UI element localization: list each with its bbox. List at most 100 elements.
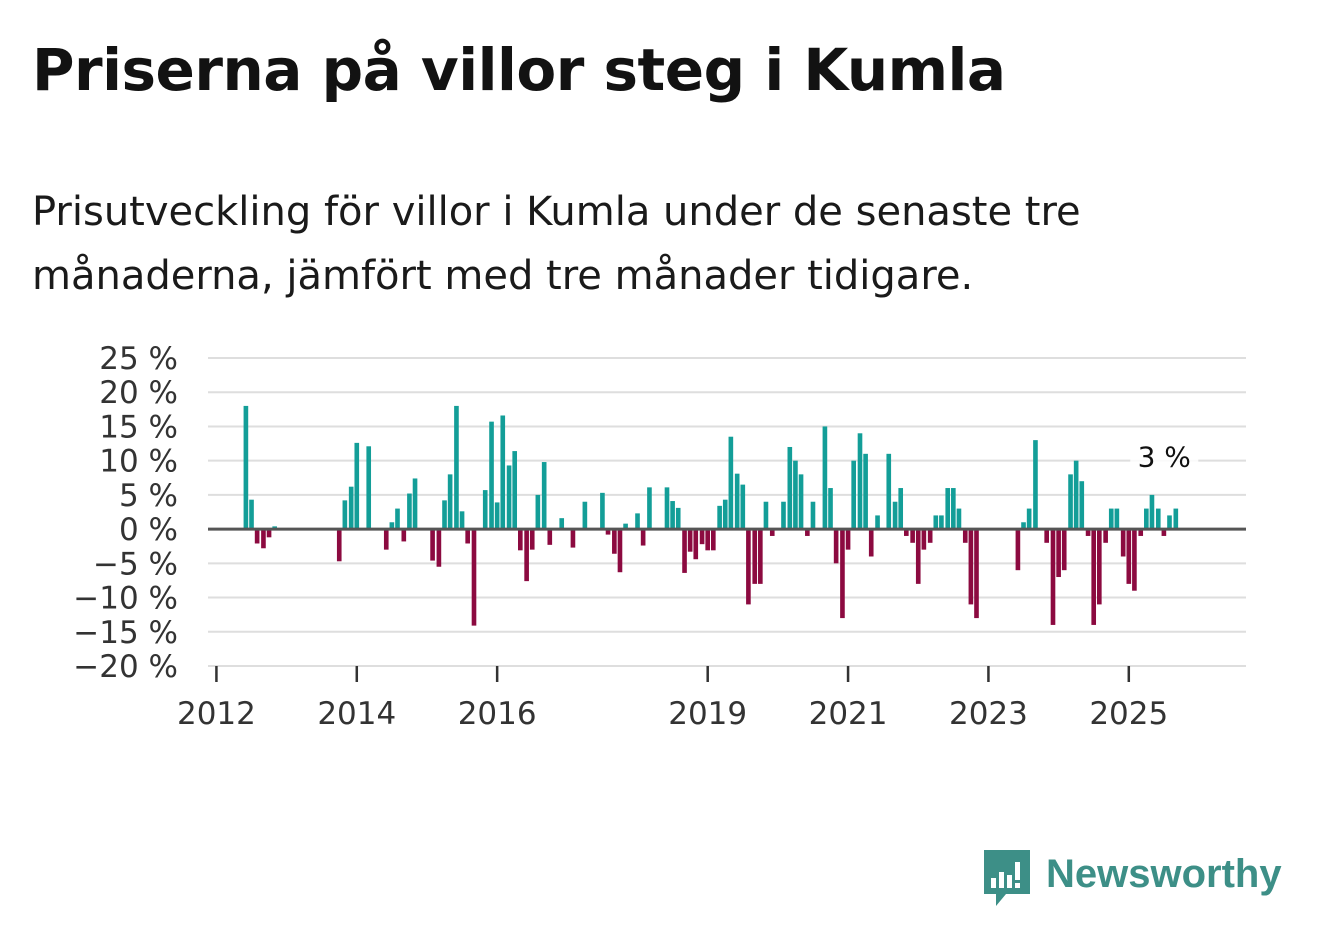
- bar: [868, 529, 874, 557]
- data-label: 3 %: [1138, 441, 1191, 474]
- newsworthy-logo: Newsworthy: [982, 848, 1302, 912]
- bar: [518, 529, 523, 551]
- bar: [734, 473, 740, 530]
- bar: [494, 502, 500, 530]
- bar: [1120, 529, 1126, 557]
- bar: [1149, 494, 1155, 530]
- bar: [500, 415, 506, 530]
- bar: [1144, 508, 1149, 530]
- bar: [769, 529, 775, 536]
- bar: [863, 453, 868, 530]
- bar: [951, 488, 956, 530]
- bar: [436, 529, 442, 567]
- bar: [1155, 508, 1161, 530]
- bar: [383, 529, 389, 550]
- bar: [915, 529, 921, 584]
- bar: [529, 529, 535, 550]
- bar: [512, 451, 518, 530]
- bar: [254, 529, 260, 544]
- bar: [833, 529, 839, 564]
- bar: [1033, 440, 1038, 530]
- bar: [787, 446, 793, 530]
- chart-title: Priserna på villor steg i Kumla: [32, 36, 1006, 104]
- bar: [857, 433, 863, 530]
- bar: [447, 474, 453, 530]
- y-tick-label: −20 %: [73, 649, 178, 685]
- bar: [722, 499, 728, 530]
- bar: [699, 529, 705, 545]
- chart-subtitle: Prisutveckling för villor i Kumla under …: [32, 189, 1081, 299]
- bar: [933, 515, 939, 530]
- y-tick-label: 20 %: [99, 375, 178, 411]
- bar: [600, 492, 605, 530]
- bar: [1132, 529, 1137, 591]
- bar: [623, 523, 628, 530]
- bar: [582, 501, 588, 530]
- bar: [687, 529, 693, 552]
- bar: [489, 421, 494, 530]
- bar: [682, 529, 687, 573]
- bar: [612, 529, 617, 554]
- bar: [1091, 529, 1097, 625]
- bar: [1026, 508, 1032, 530]
- bar: [1085, 529, 1091, 536]
- bar: [541, 462, 547, 530]
- bar: [904, 529, 909, 536]
- bar: [956, 508, 962, 530]
- bar: [442, 500, 447, 530]
- bar: [781, 501, 786, 530]
- x-tick-label: 2019: [668, 696, 747, 732]
- bar: [1161, 529, 1167, 536]
- bar: [927, 529, 933, 543]
- y-tick-label: 25 %: [99, 341, 178, 377]
- bar: [910, 529, 915, 543]
- bar: [1097, 529, 1102, 605]
- bar: [354, 442, 360, 530]
- bar: [412, 478, 418, 530]
- bar: [535, 494, 541, 530]
- bar: [407, 493, 412, 530]
- bar: [635, 513, 640, 530]
- x-tick-label: 2016: [458, 696, 537, 732]
- bar: [763, 501, 769, 530]
- x-tick-label: 2025: [1089, 696, 1168, 732]
- bar: [728, 436, 734, 530]
- bar: [711, 529, 716, 551]
- bar: [243, 405, 249, 530]
- bar: [401, 529, 407, 542]
- bar: [647, 487, 652, 530]
- y-tick-label: 0 %: [119, 512, 178, 548]
- bar: [705, 529, 711, 551]
- bar: [605, 529, 611, 535]
- bar: [395, 508, 400, 530]
- bar: [482, 490, 488, 530]
- bar: [1073, 460, 1079, 530]
- bar: [465, 529, 470, 544]
- bar: [454, 405, 459, 530]
- bar: [506, 465, 512, 530]
- x-tick-label: 2014: [317, 696, 396, 732]
- bar: [968, 529, 974, 605]
- bar: [875, 515, 880, 530]
- bar: [547, 529, 553, 545]
- bar: [921, 529, 927, 550]
- bar: [840, 529, 845, 619]
- brand-name: Newsworthy: [1046, 852, 1282, 896]
- bar: [693, 529, 699, 560]
- bar: [828, 488, 833, 530]
- bar: [459, 511, 465, 530]
- bar: [810, 501, 816, 530]
- bar: [348, 486, 354, 530]
- bar: [336, 529, 342, 562]
- y-tick-label: 10 %: [99, 444, 178, 480]
- bar: [822, 426, 828, 530]
- bar: [675, 507, 681, 530]
- bar: [939, 515, 944, 530]
- bar: [342, 500, 348, 530]
- bar: [892, 501, 898, 530]
- x-tick-label: 2012: [177, 696, 256, 732]
- bar: [1068, 474, 1073, 530]
- bar: [1050, 529, 1056, 625]
- newsworthy-logo-icon: [984, 850, 1030, 906]
- bar: [1021, 522, 1026, 530]
